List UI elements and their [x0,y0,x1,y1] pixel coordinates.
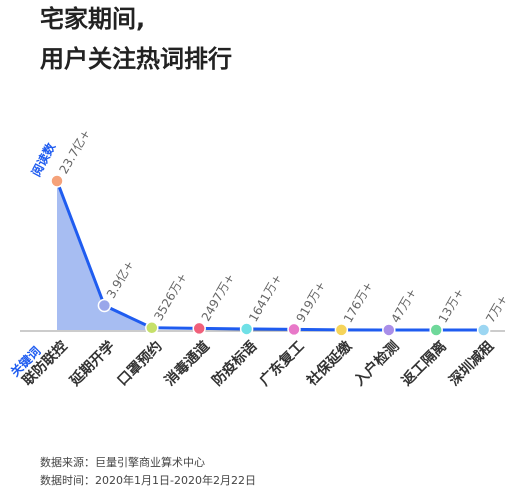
value-label: 23.7亿+ [56,127,93,177]
point [382,323,396,337]
x-tick-label: 社保延缴 [303,337,356,390]
x-tick-label: 消毒通道 [161,338,213,390]
value-label: 3526万+ [151,270,189,323]
chart-title: 宅家期间, [40,5,145,33]
point [50,174,64,188]
x-tick-label: 返工隔离 [398,338,450,390]
point [239,322,254,336]
chart-title: 用户关注热词排行 [40,45,232,73]
value-label: 2497万+ [199,271,237,324]
value-label: 1641万+ [246,272,284,325]
point [145,321,159,335]
x-tick-label: 口罩预约 [114,338,166,390]
point [476,323,491,337]
value-label: 47万+ [388,286,419,325]
x-tick-label: 广东复工 [256,338,308,390]
point [97,298,112,313]
x-tick-label: 深圳减租 [446,338,498,390]
area [57,181,152,330]
value-label: 919万+ [294,279,329,325]
source: 数据来源：巨量引擎商业算术中心 [40,455,205,469]
point [334,323,349,337]
x-tick-label: 防疫标语 [209,338,261,390]
line [55,180,484,332]
value-label: 3.9亿+ [103,258,137,301]
value-label: 7万+ [483,293,510,326]
x-tick-label: 延期开学 [66,338,118,390]
value-label: 176万+ [341,279,376,325]
source: 数据时间：2020年1月1日-2020年2月22日 [40,473,256,487]
point [429,323,443,337]
value-label: 13万+ [436,286,467,325]
point [192,321,206,336]
y-axis-label: 阅读数 [28,139,59,179]
point [287,322,301,337]
x-tick-label: 入户检测 [351,338,403,390]
